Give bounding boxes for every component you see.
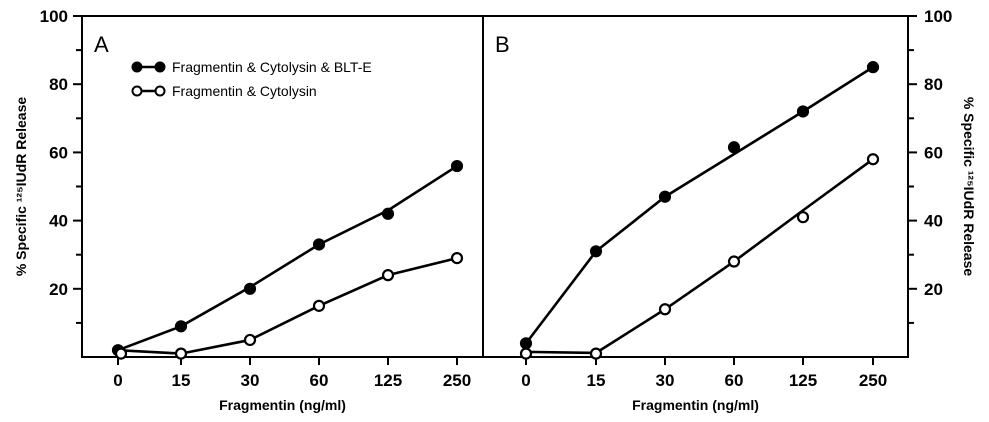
y-axis-label: % Specific ¹²⁵IUdR Release: [13, 97, 29, 277]
data-point: [796, 211, 810, 224]
data-point: [243, 282, 257, 295]
data-point: [866, 153, 880, 166]
series-line: [117, 256, 458, 355]
x-tick-label: 125: [374, 371, 402, 390]
data-point: [589, 347, 603, 360]
y-tick-label: 40: [924, 212, 943, 231]
y-tick-label: 100: [40, 7, 68, 26]
legend: Fragmentin & Cytolysin & BLT-E Fragmentin…: [131, 59, 372, 99]
data-point: [450, 159, 464, 173]
data-point: [727, 255, 741, 268]
y-tick-label: 60: [49, 143, 68, 162]
legend-marker: [131, 85, 143, 97]
data-point: [796, 105, 810, 118]
legend-marker: [131, 61, 143, 73]
data-point: [114, 347, 128, 360]
y-tick-label: 80: [49, 75, 68, 94]
y-tick-label: 60: [924, 143, 943, 162]
data-point: [243, 333, 257, 347]
series-line: [525, 158, 874, 355]
series-open: [519, 153, 880, 360]
y-tick-label: 40: [49, 212, 68, 231]
legend-marker: [154, 61, 166, 73]
y-axis-label: % Specific ¹²⁵IUdR Release: [961, 97, 977, 277]
x-tick-label: 30: [656, 371, 675, 390]
y-tick-label: 20: [49, 280, 68, 299]
x-tick-label: 60: [725, 371, 744, 390]
data-point: [381, 269, 395, 282]
data-point: [174, 347, 188, 360]
x-tick-label: 15: [587, 371, 606, 390]
y-tick-label: 100: [924, 7, 952, 26]
data-point: [450, 252, 464, 265]
panel-label: B: [495, 32, 510, 57]
x-tick-label: 15: [172, 371, 191, 390]
x-tick-label: 250: [443, 371, 471, 390]
legend-label: Fragmentin & Cytolysin & BLT-E: [172, 59, 372, 75]
data-point: [312, 238, 326, 251]
data-point: [519, 347, 533, 360]
x-tick-label: 0: [521, 371, 530, 390]
series-filled: [111, 159, 464, 357]
x-axis-label: Fragmentin (ng/ml): [219, 397, 346, 413]
legend-label: Fragmentin & Cytolysin: [172, 83, 317, 99]
panel-label: A: [94, 32, 109, 57]
series-line: [524, 66, 874, 345]
x-axis-label: Fragmentin (ng/ml): [632, 397, 759, 413]
x-tick-label: 30: [241, 371, 260, 390]
data-point: [658, 303, 672, 316]
x-tick-label: 250: [859, 371, 887, 390]
series-open: [114, 252, 464, 360]
series-filled: [519, 61, 880, 350]
series-line: [117, 164, 458, 352]
data-point: [312, 299, 326, 312]
data-point: [174, 320, 188, 333]
data-point: [381, 207, 395, 220]
data-point: [658, 190, 672, 203]
y-tick-label: 80: [924, 75, 943, 94]
data-point: [727, 141, 741, 154]
x-tick-label: 125: [789, 371, 817, 390]
data-point: [589, 245, 603, 258]
chart-panel-b: 20 40 60 80 100 0 15 30 60 125 250 Fragmentin (ng/m…: [482, 7, 977, 413]
chart-panel-a: 20 40 60 80 100 0 15 30 60 125 250 Fragmentin (ng/m…: [13, 7, 484, 413]
data-point: [519, 337, 533, 350]
x-tick-label: 60: [310, 371, 329, 390]
data-point: [866, 61, 880, 74]
legend-marker: [154, 85, 166, 97]
plot-frame: [482, 15, 909, 358]
x-tick-label: 0: [113, 371, 122, 390]
y-tick-label: 20: [924, 280, 943, 299]
